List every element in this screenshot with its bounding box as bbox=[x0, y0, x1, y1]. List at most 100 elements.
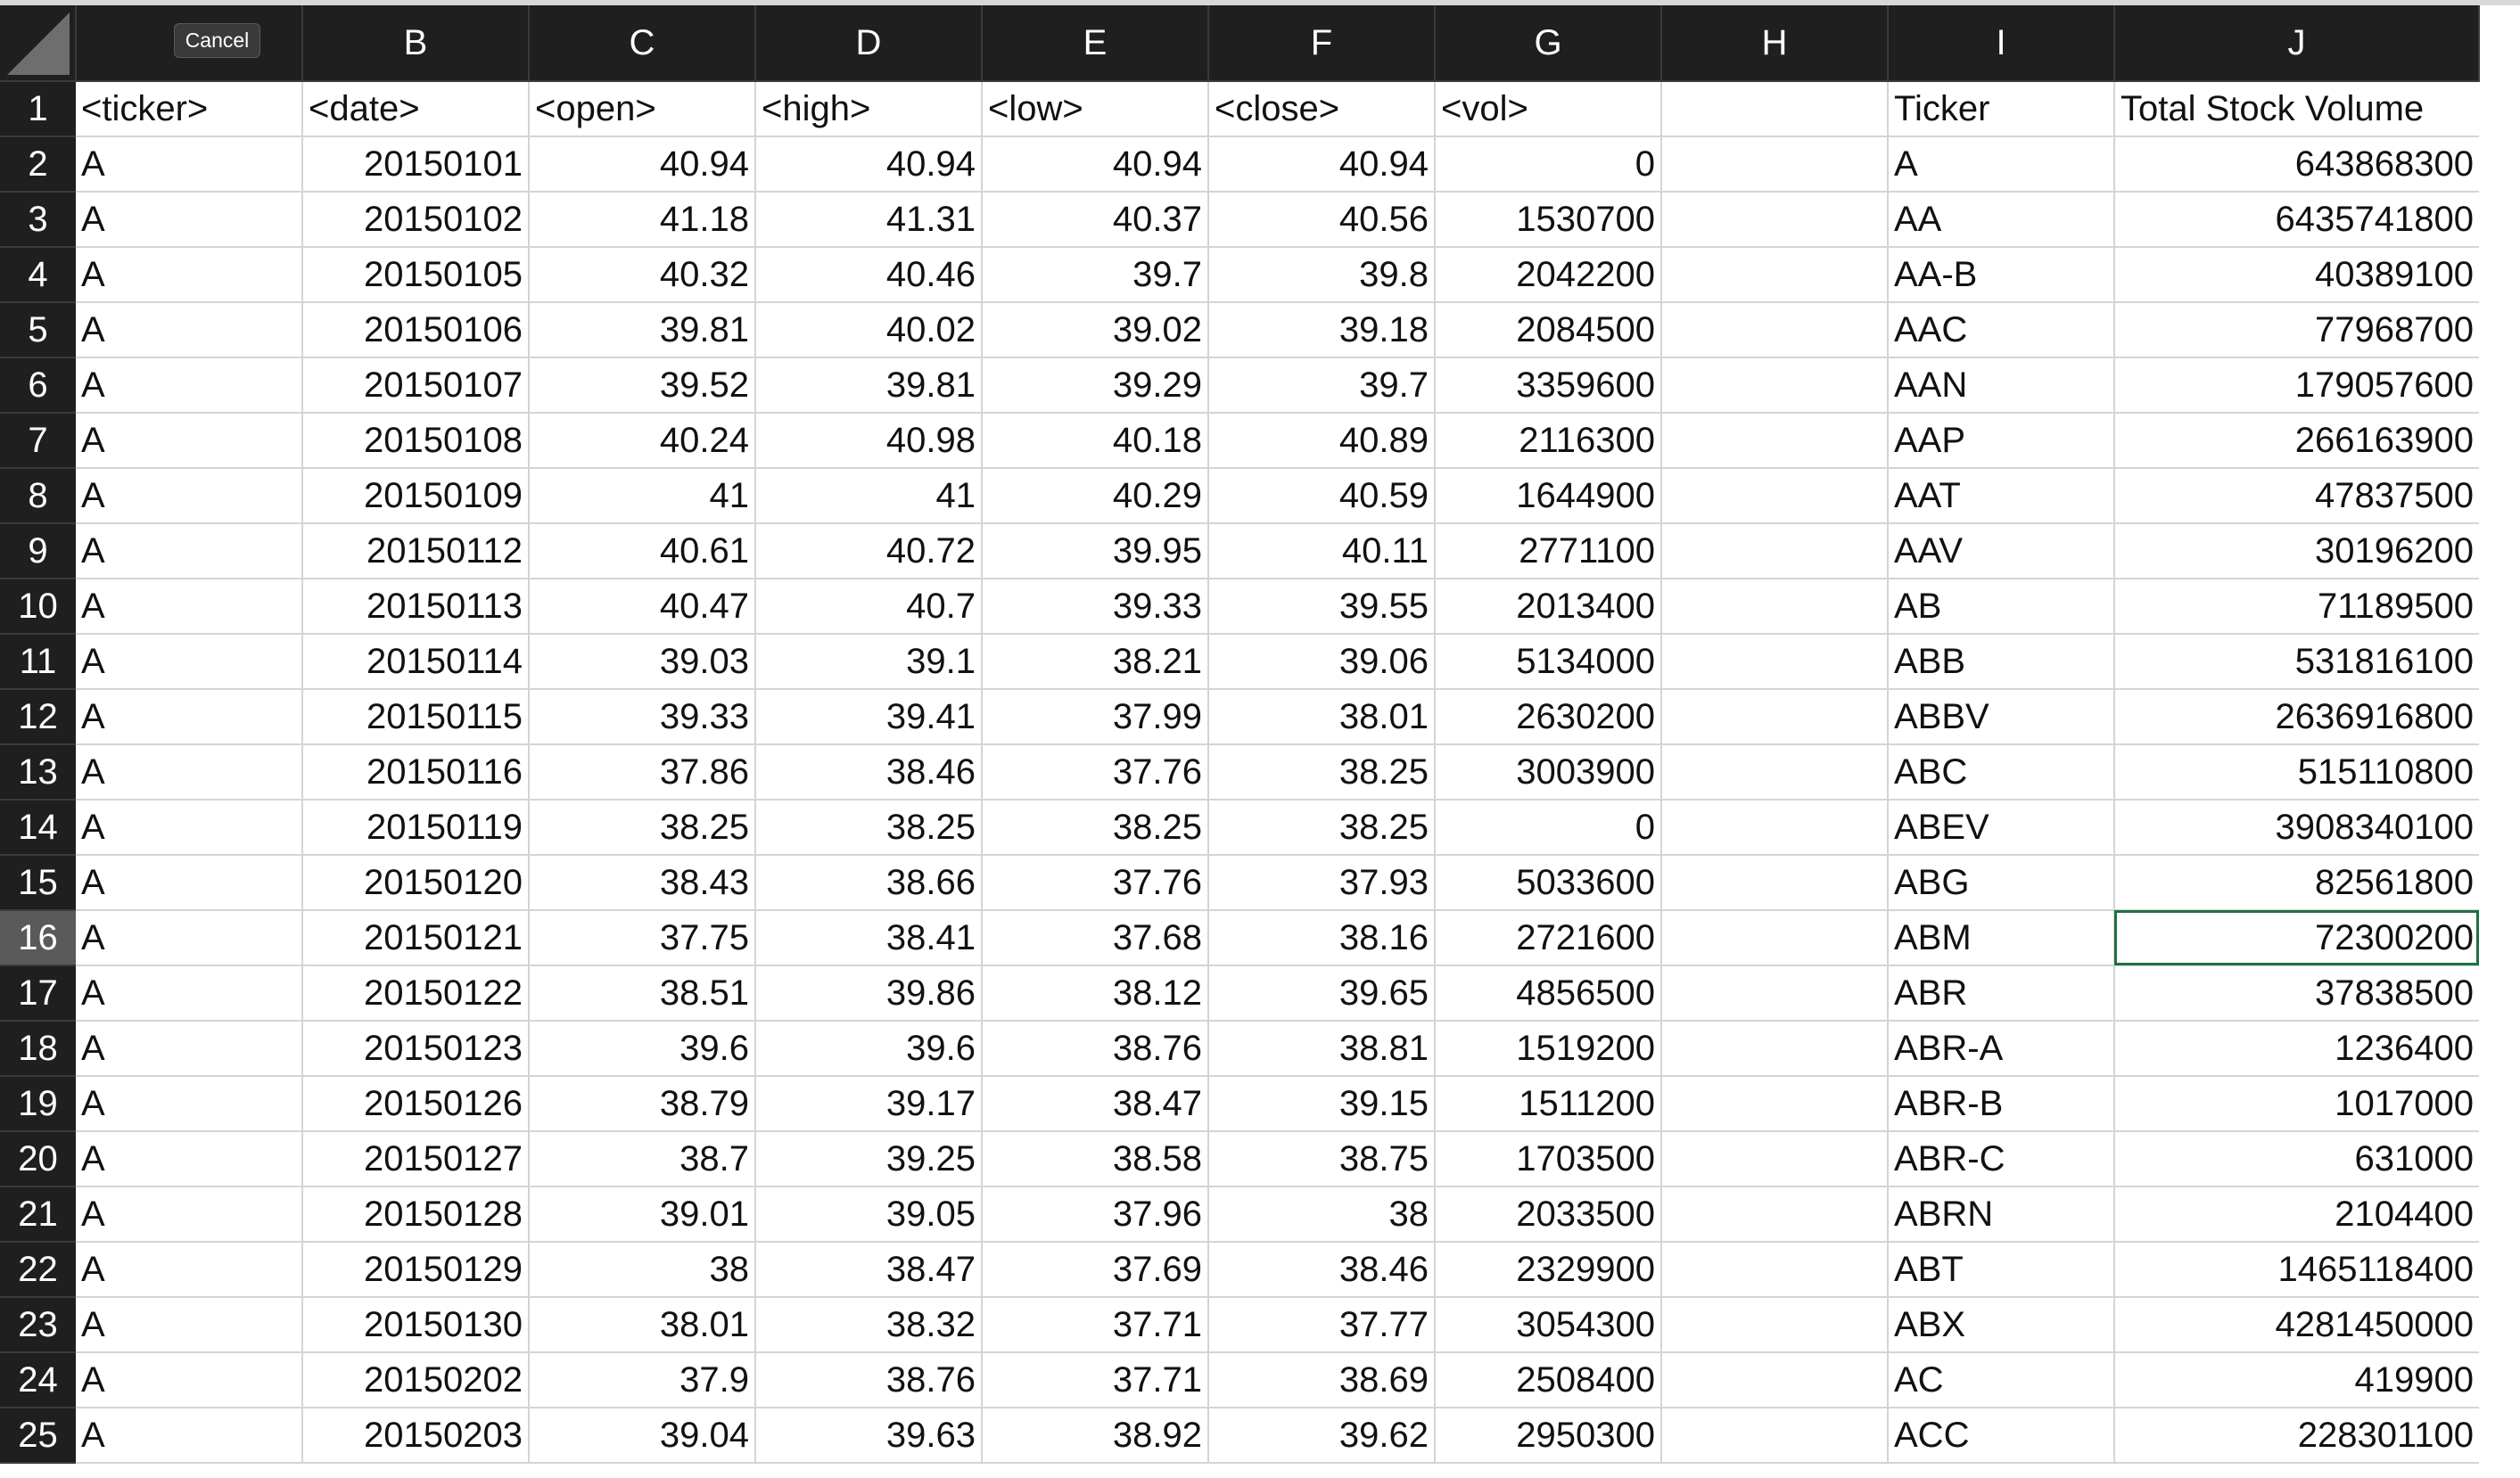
cell-f[interactable]: 39.18 bbox=[1208, 302, 1436, 358]
cell-b[interactable]: 20150130 bbox=[302, 1297, 530, 1353]
cell-g[interactable]: 1530700 bbox=[1435, 192, 1662, 248]
row-header[interactable]: 9 bbox=[0, 523, 76, 579]
cell-i[interactable]: AB bbox=[1888, 579, 2115, 635]
row-header[interactable]: 12 bbox=[0, 689, 76, 745]
cell-j[interactable]: 2636916800 bbox=[2114, 689, 2479, 745]
column-header-c[interactable]: C bbox=[529, 5, 756, 82]
cell-f[interactable]: 38.46 bbox=[1208, 1242, 1436, 1298]
cell-g[interactable]: 2630200 bbox=[1435, 689, 1662, 745]
cell-i[interactable]: ABC bbox=[1888, 744, 2115, 801]
cell-e[interactable]: <low> bbox=[982, 81, 1209, 137]
cell-h[interactable] bbox=[1661, 468, 1889, 524]
cell-e[interactable]: 39.33 bbox=[982, 579, 1209, 635]
cell-i[interactable]: ABT bbox=[1888, 1242, 2115, 1298]
cell-i[interactable]: AC bbox=[1888, 1352, 2115, 1408]
select-all-corner[interactable] bbox=[0, 5, 77, 82]
row-header[interactable]: 14 bbox=[0, 800, 76, 856]
cell-a[interactable]: A bbox=[76, 689, 303, 745]
cell-a[interactable]: A bbox=[76, 744, 303, 801]
cell-e[interactable]: 37.76 bbox=[982, 855, 1209, 911]
cell-h[interactable] bbox=[1661, 81, 1889, 137]
cell-a[interactable]: A bbox=[76, 634, 303, 690]
cell-f[interactable]: 39.7 bbox=[1208, 357, 1436, 414]
cell-d[interactable]: <high> bbox=[755, 81, 983, 137]
cell-h[interactable] bbox=[1661, 1021, 1889, 1077]
cell-a[interactable]: A bbox=[76, 1076, 303, 1132]
cell-h[interactable] bbox=[1661, 1408, 1889, 1464]
cell-f[interactable]: 38.01 bbox=[1208, 689, 1436, 745]
row-header[interactable]: 17 bbox=[0, 965, 76, 1022]
cell-a[interactable]: A bbox=[76, 1187, 303, 1243]
cell-g[interactable]: <vol> bbox=[1435, 81, 1662, 137]
cell-a[interactable]: A bbox=[76, 468, 303, 524]
row-header[interactable]: 1 bbox=[0, 81, 76, 137]
cell-e[interactable]: 37.71 bbox=[982, 1297, 1209, 1353]
cell-i[interactable]: ABR-C bbox=[1888, 1131, 2115, 1187]
cell-d[interactable]: 40.7 bbox=[755, 579, 983, 635]
cell-f[interactable]: 38.25 bbox=[1208, 744, 1436, 801]
cell-e[interactable]: 39.95 bbox=[982, 523, 1209, 579]
cell-j[interactable]: 531816100 bbox=[2114, 634, 2479, 690]
cell-d[interactable]: 39.17 bbox=[755, 1076, 983, 1132]
cell-i[interactable]: ABM bbox=[1888, 910, 2115, 966]
cell-g[interactable]: 2033500 bbox=[1435, 1187, 1662, 1243]
cell-g[interactable]: 1519200 bbox=[1435, 1021, 1662, 1077]
cell-i[interactable]: AA bbox=[1888, 192, 2115, 248]
cell-i[interactable]: AAC bbox=[1888, 302, 2115, 358]
cell-e[interactable]: 40.94 bbox=[982, 136, 1209, 193]
cell-j[interactable]: 30196200 bbox=[2114, 523, 2479, 579]
cell-j[interactable]: 47837500 bbox=[2114, 468, 2479, 524]
cell-e[interactable]: 40.37 bbox=[982, 192, 1209, 248]
cell-b[interactable]: 20150113 bbox=[302, 579, 530, 635]
cell-f[interactable]: 39.65 bbox=[1208, 965, 1436, 1022]
cell-d[interactable]: 38.76 bbox=[755, 1352, 983, 1408]
cell-d[interactable]: 39.05 bbox=[755, 1187, 983, 1243]
cell-h[interactable] bbox=[1661, 1242, 1889, 1298]
cell-c[interactable]: 39.03 bbox=[529, 634, 756, 690]
row-header[interactable]: 2 bbox=[0, 136, 76, 193]
cell-g[interactable]: 1644900 bbox=[1435, 468, 1662, 524]
cell-e[interactable]: 37.71 bbox=[982, 1352, 1209, 1408]
cell-h[interactable] bbox=[1661, 1352, 1889, 1408]
cell-g[interactable]: 2013400 bbox=[1435, 579, 1662, 635]
cell-h[interactable] bbox=[1661, 1187, 1889, 1243]
cell-i[interactable]: ABRN bbox=[1888, 1187, 2115, 1243]
cell-g[interactable]: 2508400 bbox=[1435, 1352, 1662, 1408]
cell-i[interactable]: AAT bbox=[1888, 468, 2115, 524]
cell-c[interactable]: 40.32 bbox=[529, 247, 756, 303]
row-header[interactable]: 15 bbox=[0, 855, 76, 911]
cell-b[interactable]: 20150203 bbox=[302, 1408, 530, 1464]
row-header[interactable]: 25 bbox=[0, 1408, 76, 1464]
cell-c[interactable]: 38.01 bbox=[529, 1297, 756, 1353]
column-header-f[interactable]: F bbox=[1208, 5, 1436, 82]
cell-j[interactable]: 71189500 bbox=[2114, 579, 2479, 635]
cell-d[interactable]: 41.31 bbox=[755, 192, 983, 248]
cell-a[interactable]: A bbox=[76, 302, 303, 358]
cell-g[interactable]: 5134000 bbox=[1435, 634, 1662, 690]
cell-j[interactable]: 37838500 bbox=[2114, 965, 2479, 1022]
cell-b[interactable]: 20150123 bbox=[302, 1021, 530, 1077]
cell-d[interactable]: 38.41 bbox=[755, 910, 983, 966]
cell-h[interactable] bbox=[1661, 800, 1889, 856]
cell-j[interactable]: 631000 bbox=[2114, 1131, 2479, 1187]
cell-i[interactable]: ABBV bbox=[1888, 689, 2115, 745]
cell-e[interactable]: 37.69 bbox=[982, 1242, 1209, 1298]
cell-b[interactable]: 20150116 bbox=[302, 744, 530, 801]
row-header[interactable]: 10 bbox=[0, 579, 76, 635]
cell-f[interactable]: 39.8 bbox=[1208, 247, 1436, 303]
cell-b[interactable]: <date> bbox=[302, 81, 530, 137]
cell-j[interactable]: 72300200 bbox=[2114, 910, 2479, 966]
cell-d[interactable]: 41 bbox=[755, 468, 983, 524]
cell-e[interactable]: 37.76 bbox=[982, 744, 1209, 801]
cell-a[interactable]: A bbox=[76, 1408, 303, 1464]
cell-c[interactable]: 39.33 bbox=[529, 689, 756, 745]
cell-e[interactable]: 39.7 bbox=[982, 247, 1209, 303]
cell-h[interactable] bbox=[1661, 247, 1889, 303]
cell-g[interactable]: 1703500 bbox=[1435, 1131, 1662, 1187]
column-header-e[interactable]: E bbox=[982, 5, 1209, 82]
cell-e[interactable]: 37.96 bbox=[982, 1187, 1209, 1243]
cell-c[interactable]: 39.6 bbox=[529, 1021, 756, 1077]
cell-a[interactable]: <ticker> bbox=[76, 81, 303, 137]
cell-g[interactable]: 5033600 bbox=[1435, 855, 1662, 911]
cell-j[interactable]: 4281450000 bbox=[2114, 1297, 2479, 1353]
